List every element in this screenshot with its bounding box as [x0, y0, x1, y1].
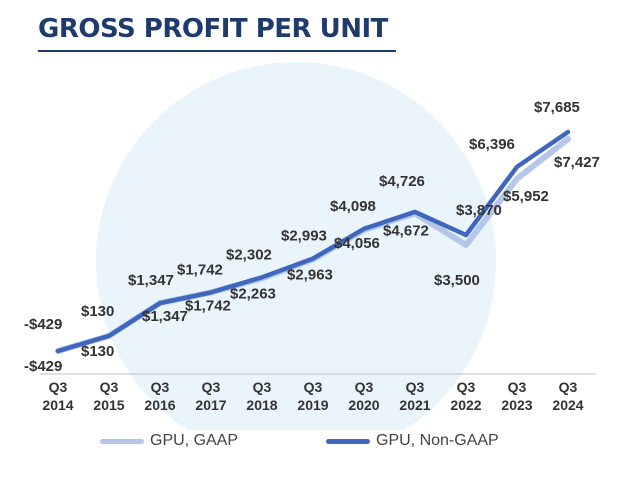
x-tick-label: Q3	[559, 379, 578, 395]
data-label-non-gaap: $2,993	[281, 228, 327, 245]
data-label-gaap: $3,500	[434, 272, 480, 289]
legend: GPU, GAAP GPU, Non-GAAP	[0, 432, 618, 462]
series-line-non-gaap	[55, 129, 571, 354]
legend-item-gaap: GPU, GAAP	[100, 432, 238, 450]
data-label-non-gaap: $1,742	[177, 261, 223, 278]
x-tick-label: Q3	[457, 379, 476, 395]
chart-title: GROSS PROFIT PER UNIT	[38, 14, 388, 44]
data-label-non-gaap: $4,098	[330, 198, 376, 215]
legend-item-non-gaap: GPU, Non-GAAP	[326, 432, 499, 450]
x-tick-label: 2020	[348, 397, 379, 413]
x-tick-label: Q3	[355, 379, 374, 395]
data-label-non-gaap: -$429	[24, 316, 62, 333]
x-tick-label: 2016	[144, 397, 175, 413]
data-label-non-gaap: $1,347	[128, 272, 174, 289]
data-label-gaap: $4,056	[334, 235, 380, 252]
x-tick-label: 2022	[450, 397, 481, 413]
x-tick-label: 2015	[93, 397, 124, 413]
data-label-non-gaap: $6,396	[469, 136, 515, 153]
x-tick-label: Q3	[49, 379, 68, 395]
x-tick-label: 2018	[246, 397, 277, 413]
data-label-gaap: $130	[81, 343, 114, 360]
legend-label-non-gaap: GPU, Non-GAAP	[376, 432, 499, 449]
data-label-gaap: $2,263	[230, 285, 276, 302]
legend-label-gaap: GPU, GAAP	[150, 432, 239, 449]
data-label-non-gaap: $130	[81, 303, 114, 320]
data-label-gaap: $1,742	[185, 297, 231, 314]
background-circle	[96, 62, 496, 430]
data-label-gaap: $4,672	[383, 222, 429, 239]
data-label-gaap: $1,347	[142, 308, 188, 325]
legend-swatch-non-gaap	[326, 438, 370, 444]
legend-swatch-gaap	[100, 438, 144, 444]
x-tick-label: Q3	[202, 379, 221, 395]
data-label-non-gaap: $4,726	[379, 173, 425, 190]
x-tick-label: Q3	[304, 379, 323, 395]
data-label-gaap: $7,427	[554, 154, 600, 171]
x-tick-label: Q3	[508, 379, 527, 395]
x-tick-label: 2023	[501, 397, 532, 413]
x-tick-label: 2014	[42, 397, 73, 413]
gross-profit-line-chart: -$429$130$1,347$1,742$2,263$2,963$4,056$…	[24, 62, 600, 430]
x-tick-label: Q3	[406, 379, 425, 395]
title-underline	[38, 50, 396, 52]
x-tick-label: Q3	[100, 379, 119, 395]
x-tick-label: 2017	[195, 397, 226, 413]
x-tick-label: Q3	[253, 379, 272, 395]
x-tick-label: Q3	[151, 379, 170, 395]
data-label-non-gaap: $7,685	[534, 99, 580, 116]
x-tick-label: 2021	[399, 397, 430, 413]
data-label-gaap: $2,963	[287, 266, 333, 283]
x-tick-label: 2019	[297, 397, 328, 413]
data-label-gaap: $5,952	[503, 188, 549, 205]
data-label-non-gaap: $3,870	[456, 202, 502, 219]
x-tick-label: 2024	[552, 397, 583, 413]
data-label-non-gaap: $2,302	[226, 246, 272, 263]
data-label-gaap: -$429	[24, 358, 62, 375]
